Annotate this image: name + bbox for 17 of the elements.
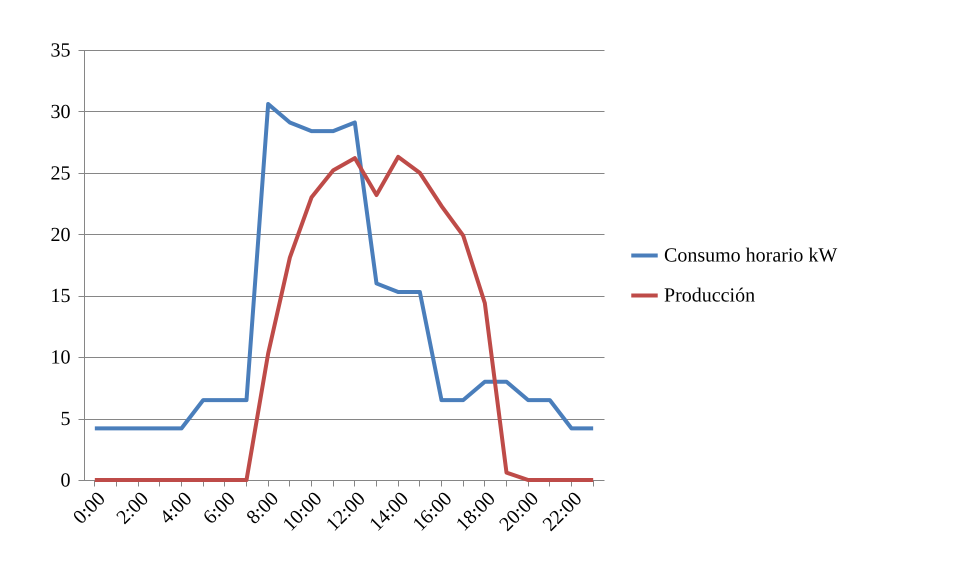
legend-label: Consumo horario kW [664, 244, 838, 266]
x-tick-label: 8:00 [242, 488, 284, 528]
y-tick-label: 35 [50, 40, 70, 62]
y-tick-label: 20 [50, 224, 70, 246]
y-tick-label: 25 [50, 162, 70, 184]
y-tick-label: 5 [60, 408, 70, 430]
y-tick-label: 0 [60, 470, 70, 492]
y-tick-label: 10 [50, 346, 70, 369]
line-series [92, 102, 596, 430]
y-tick-label: 30 [50, 100, 70, 123]
x-tick-label: 6:00 [198, 488, 240, 528]
y-tick-label: 15 [50, 285, 70, 308]
legend-label: Producción [664, 284, 756, 306]
line-series [92, 154, 596, 482]
x-tick-label: 4:00 [156, 488, 196, 528]
x-tick-label: 0:00 [68, 488, 110, 528]
x-tick-label: 2:00 [112, 488, 154, 528]
